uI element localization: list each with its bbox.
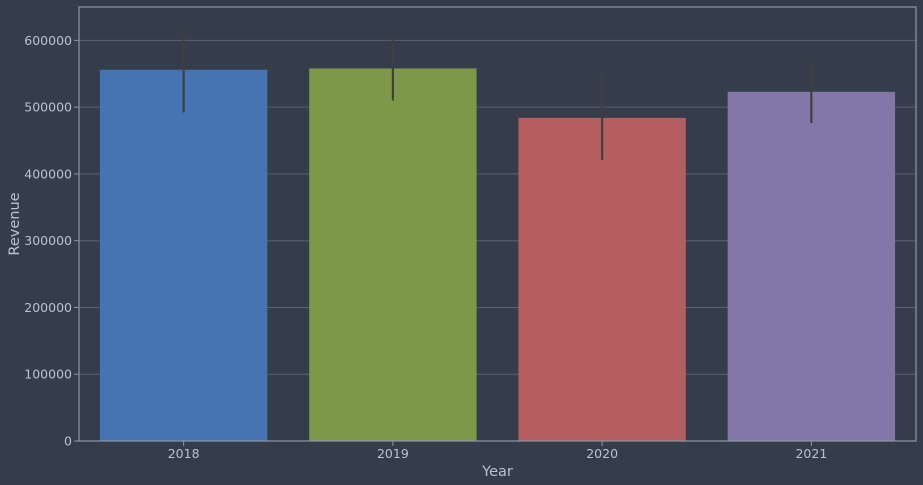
y-tick-label: 200000	[24, 300, 72, 315]
y-tick-label: 100000	[24, 367, 72, 382]
x-axis-title: Year	[481, 464, 513, 480]
x-axis-ticks: 2018 2019 2020 2021	[168, 441, 827, 461]
bar-2020	[518, 117, 686, 442]
y-axis-ticks: 0 100000 200000 300000 400000 500000 600000	[24, 33, 79, 449]
x-tick-label: 2018	[168, 446, 200, 461]
x-tick-label: 2020	[586, 446, 618, 461]
y-tick-label: 0	[64, 434, 72, 449]
plot-frame	[78, 6, 917, 442]
bar-2021	[727, 91, 896, 441]
bar-series	[99, 68, 896, 442]
x-tick-label: 2019	[377, 446, 409, 461]
bar-2018	[99, 69, 268, 442]
x-tick-label: 2021	[795, 446, 827, 461]
error-bars	[182, 30, 813, 160]
y-tick-label: 600000	[24, 33, 72, 48]
bar-2019	[309, 68, 477, 442]
y-axis-title: Revenue	[7, 192, 23, 255]
y-tick-label: 300000	[24, 233, 72, 248]
y-tick-label: 400000	[24, 166, 72, 181]
y-tick-label: 500000	[24, 100, 72, 115]
